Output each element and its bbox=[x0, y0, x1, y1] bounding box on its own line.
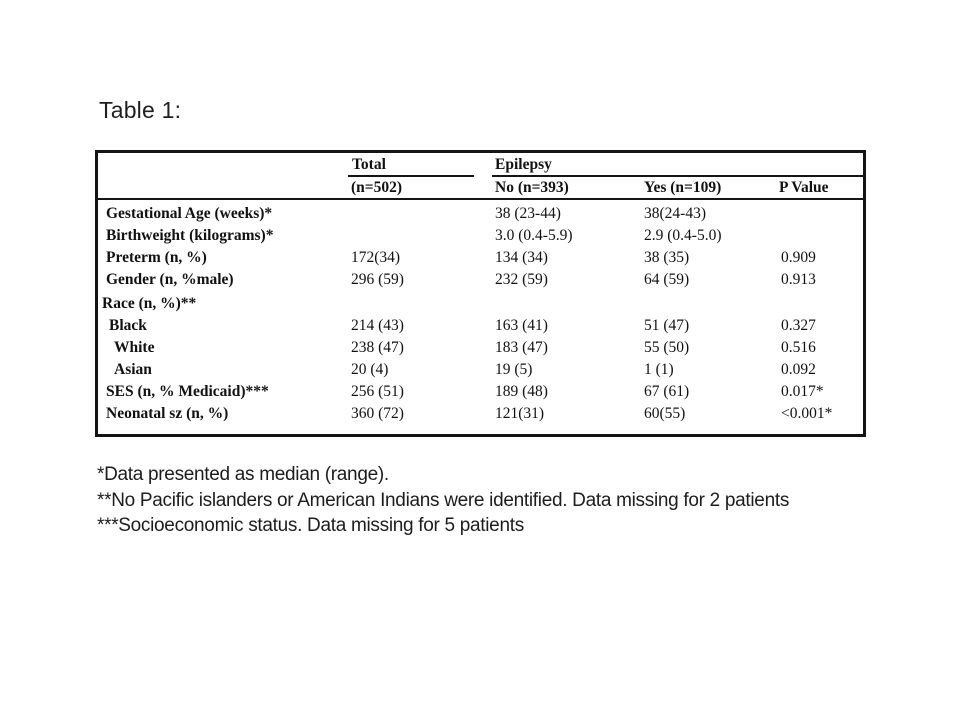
cell-p: 0.327 bbox=[781, 317, 816, 334]
cell-yes: 38(24-43) bbox=[644, 205, 706, 222]
cell-total bbox=[348, 225, 492, 247]
table-row: Preterm (n, %) 172(34) 134 (34) 38 (35) … bbox=[98, 247, 863, 269]
header-total-n: (n=502) bbox=[351, 179, 403, 196]
cell-p: 0.017* bbox=[781, 383, 824, 400]
header-epilepsy-cell: Epilepsy bbox=[492, 153, 863, 177]
cell-total bbox=[348, 203, 492, 225]
header-empty-cell bbox=[98, 153, 348, 177]
row-label: Neonatal sz (n, %) bbox=[106, 405, 229, 422]
table-row: Asian 20 (4) 19 (5) 1 (1) 0.092 bbox=[98, 359, 863, 381]
cell-p bbox=[778, 293, 863, 315]
cell-no: 19 (5) bbox=[495, 361, 533, 378]
cell-no: 3.0 (0.4-5.9) bbox=[495, 227, 573, 244]
header-sub-row: (n=502) No (n=393) Yes (n=109) P Value bbox=[98, 177, 863, 198]
header-no: No (n=393) bbox=[495, 179, 569, 196]
table-row: Black 214 (43) 163 (41) 51 (47) 0.327 bbox=[98, 315, 863, 337]
table-row: SES (n, % Medicaid)*** 256 (51) 189 (48)… bbox=[98, 381, 863, 403]
row-label: Gestational Age (weeks)* bbox=[106, 205, 273, 222]
cell-total bbox=[348, 293, 492, 315]
cell-p: 0.913 bbox=[781, 271, 816, 288]
cell-yes: 1 (1) bbox=[644, 361, 674, 378]
cell-yes: 2.9 (0.4-5.0) bbox=[644, 227, 722, 244]
data-table: Total Epilepsy (n=502) No (n=393) Yes (n… bbox=[95, 150, 866, 437]
table-header: Total Epilepsy (n=502) No (n=393) Yes (n… bbox=[98, 153, 863, 200]
row-label: SES (n, % Medicaid)*** bbox=[106, 383, 269, 400]
cell-no: 121(31) bbox=[495, 405, 545, 422]
table-row: White 238 (47) 183 (47) 55 (50) 0.516 bbox=[98, 337, 863, 359]
cell-no: 189 (48) bbox=[495, 383, 548, 400]
cell-total: 20 (4) bbox=[351, 361, 389, 378]
footnote-line: ***Socioeconomic status. Data missing fo… bbox=[97, 515, 524, 536]
header-p-value: P Value bbox=[779, 179, 829, 196]
cell-yes: 51 (47) bbox=[644, 317, 690, 334]
table-row: Birthweight (kilograms)* 3.0 (0.4-5.9) 2… bbox=[98, 225, 863, 247]
row-label: Gender (n, %male) bbox=[106, 271, 234, 288]
cell-no: 134 (34) bbox=[495, 249, 548, 266]
cell-p: <0.001* bbox=[781, 405, 833, 422]
cell-no: 163 (41) bbox=[495, 317, 548, 334]
cell-yes: 60(55) bbox=[644, 405, 686, 422]
cell-p: 0.092 bbox=[781, 361, 816, 378]
table-row: Gestational Age (weeks)* 38 (23-44) 38(2… bbox=[98, 203, 863, 225]
row-label: White bbox=[114, 339, 155, 356]
cell-total: 214 (43) bbox=[351, 317, 404, 334]
table-body: Gestational Age (weeks)* 38 (23-44) 38(2… bbox=[98, 200, 863, 425]
footnote-line: **No Pacific islanders or American India… bbox=[97, 489, 790, 511]
cell-p bbox=[778, 225, 863, 247]
cell-yes: 55 (50) bbox=[644, 339, 690, 356]
cell-p bbox=[778, 203, 863, 225]
cell-p: 0.516 bbox=[781, 339, 816, 356]
cell-no bbox=[492, 293, 641, 315]
total-underline: Total bbox=[348, 153, 474, 177]
table-row: Neonatal sz (n, %) 360 (72) 121(31) 60(5… bbox=[98, 403, 863, 425]
row-label: Asian bbox=[114, 361, 152, 378]
cell-p: 0.909 bbox=[781, 249, 816, 266]
cell-no: 183 (47) bbox=[495, 339, 548, 356]
cell-yes bbox=[641, 293, 778, 315]
header-empty-cell bbox=[98, 177, 348, 198]
table-row: Gender (n, %male) 296 (59) 232 (59) 64 (… bbox=[98, 269, 863, 291]
header-group-row: Total Epilepsy bbox=[98, 153, 863, 177]
cell-yes: 64 (59) bbox=[644, 271, 690, 288]
cell-no: 38 (23-44) bbox=[495, 205, 561, 222]
cell-total: 172(34) bbox=[351, 249, 401, 266]
cell-no: 232 (59) bbox=[495, 271, 548, 288]
row-label: Race (n, %)** bbox=[102, 295, 197, 312]
footnote-line: *Data presented as median (range). bbox=[97, 464, 389, 485]
footnotes: *Data presented as median (range). **No … bbox=[97, 462, 789, 539]
header-epilepsy-label: Epilepsy bbox=[495, 156, 552, 173]
table-row: Race (n, %)** bbox=[98, 293, 863, 315]
cell-yes: 67 (61) bbox=[644, 383, 690, 400]
cell-total: 238 (47) bbox=[351, 339, 404, 356]
cell-yes: 38 (35) bbox=[644, 249, 690, 266]
row-label: Birthweight (kilograms)* bbox=[106, 227, 274, 244]
cell-total: 256 (51) bbox=[351, 383, 404, 400]
header-total-cell: Total bbox=[348, 153, 492, 177]
cell-total: 296 (59) bbox=[351, 271, 404, 288]
header-yes: Yes (n=109) bbox=[644, 179, 722, 196]
row-label: Black bbox=[109, 317, 147, 334]
header-total-label: Total bbox=[352, 156, 386, 173]
row-label: Preterm (n, %) bbox=[106, 249, 207, 266]
page-title: Table 1: bbox=[99, 97, 182, 123]
cell-total: 360 (72) bbox=[351, 405, 404, 422]
